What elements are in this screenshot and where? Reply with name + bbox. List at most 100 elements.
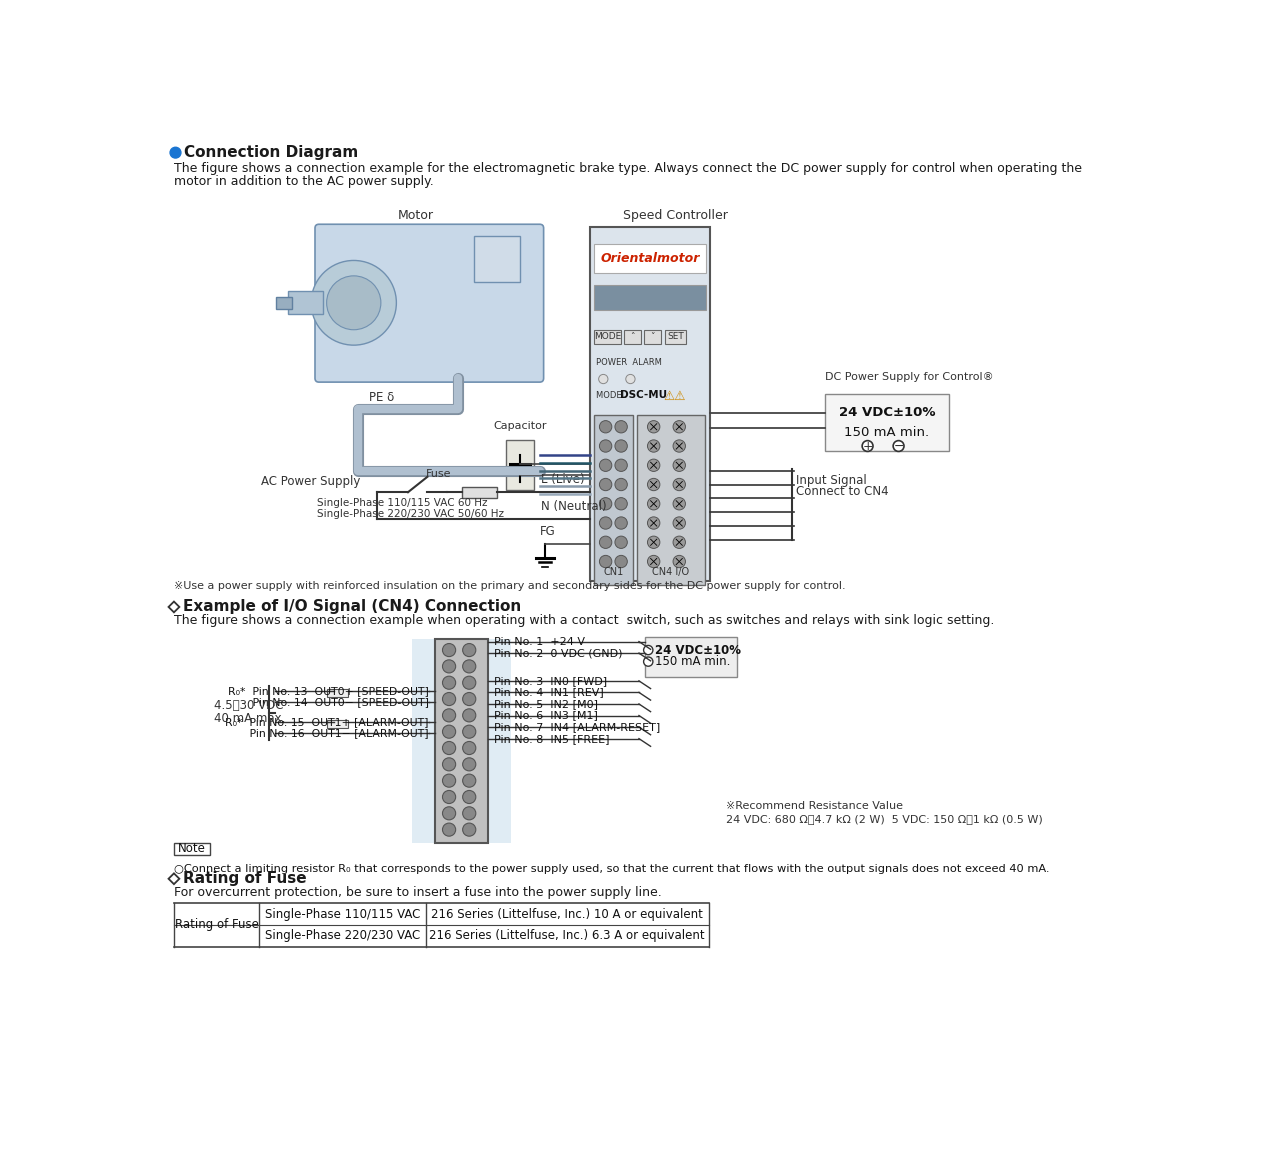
Text: +: +	[863, 440, 873, 452]
Text: Example of I/O Signal (CN4) Connection: Example of I/O Signal (CN4) Connection	[183, 599, 521, 614]
Circle shape	[626, 374, 635, 384]
Text: Single-Phase 110/115 VAC: Single-Phase 110/115 VAC	[265, 907, 420, 921]
Text: N (Neutral): N (Neutral)	[541, 500, 607, 513]
Text: PE δ: PE δ	[369, 392, 394, 405]
Circle shape	[443, 708, 456, 722]
Text: ˄: ˄	[631, 333, 635, 341]
Circle shape	[673, 478, 686, 491]
Text: DC Power Supply for Control®: DC Power Supply for Control®	[824, 372, 993, 381]
Text: Pin No. 16  OUT1− [ALARM-OUT]: Pin No. 16 OUT1− [ALARM-OUT]	[219, 728, 429, 739]
Text: Pin No. 8  IN5 [FREE]: Pin No. 8 IN5 [FREE]	[494, 734, 609, 743]
Circle shape	[462, 791, 476, 804]
Circle shape	[614, 536, 627, 549]
Text: 150 mA min.: 150 mA min.	[845, 426, 929, 438]
Text: Connect to CN4: Connect to CN4	[795, 485, 888, 498]
Text: Connection Diagram: Connection Diagram	[184, 145, 358, 160]
Circle shape	[462, 643, 476, 657]
Text: Pin No. 5  IN2 [M0]: Pin No. 5 IN2 [M0]	[494, 699, 598, 709]
Circle shape	[443, 823, 456, 836]
Circle shape	[614, 498, 627, 509]
Circle shape	[462, 708, 476, 722]
Text: R₀*  Pin No. 13  OUT0+ [SPEED-OUT]: R₀* Pin No. 13 OUT0+ [SPEED-OUT]	[228, 686, 429, 695]
Text: Single-Phase 110/115 VAC 60 Hz: Single-Phase 110/115 VAC 60 Hz	[317, 498, 488, 508]
Bar	[462, 487, 497, 498]
Text: ˅: ˅	[650, 333, 655, 341]
Text: For overcurrent protection, be sure to insert a fuse into the power supply line.: For overcurrent protection, be sure to i…	[174, 886, 662, 899]
Text: CN1: CN1	[603, 566, 623, 577]
Text: 24 VDC: 680 Ω～4.7 kΩ (2 W)  5 VDC: 150 Ω～1 kΩ (0.5 W): 24 VDC: 680 Ω～4.7 kΩ (2 W) 5 VDC: 150 Ω～…	[726, 814, 1042, 823]
Bar	[824, 393, 948, 451]
Circle shape	[599, 421, 612, 433]
Text: Note: Note	[178, 842, 206, 855]
Text: ⚠⚠: ⚠⚠	[664, 390, 686, 402]
Circle shape	[644, 645, 653, 655]
Circle shape	[443, 676, 456, 690]
Text: 40 mA max.: 40 mA max.	[214, 712, 285, 725]
Circle shape	[648, 459, 660, 471]
Text: The figure shows a connection example when operating with a contact  switch, suc: The figure shows a connection example wh…	[174, 614, 995, 627]
Circle shape	[614, 440, 627, 452]
Text: Rating of Fuse: Rating of Fuse	[174, 919, 259, 932]
Text: Orientalmotor: Orientalmotor	[600, 252, 700, 265]
Text: Pin No. 3  IN0 [FWD]: Pin No. 3 IN0 [FWD]	[494, 676, 607, 686]
Bar	[594, 330, 621, 343]
Circle shape	[462, 726, 476, 739]
Circle shape	[311, 261, 397, 345]
Text: Fuse: Fuse	[426, 469, 452, 479]
Text: Pin No. 6  IN3 [M1]: Pin No. 6 IN3 [M1]	[494, 711, 598, 721]
Text: ※Use a power supply with reinforced insulation on the primary and secondary side: ※Use a power supply with reinforced insu…	[174, 582, 846, 591]
Text: −: −	[893, 440, 904, 452]
Text: MODE: MODE	[594, 333, 621, 341]
Circle shape	[462, 692, 476, 706]
Circle shape	[443, 659, 456, 673]
Text: Single-Phase 220/230 VAC: Single-Phase 220/230 VAC	[265, 929, 420, 942]
Text: Pin No. 1  +24 V: Pin No. 1 +24 V	[494, 636, 585, 647]
Text: 150 mA min.: 150 mA min.	[655, 655, 731, 668]
Circle shape	[599, 498, 612, 509]
Circle shape	[443, 643, 456, 657]
Bar	[645, 637, 736, 677]
Text: Single-Phase 220/230 VAC 50/60 Hz: Single-Phase 220/230 VAC 50/60 Hz	[317, 509, 504, 519]
Text: 216 Series (Littelfuse, Inc.) 10 A or equivalent: 216 Series (Littelfuse, Inc.) 10 A or eq…	[431, 907, 703, 921]
Circle shape	[614, 478, 627, 491]
Text: The figure shows a connection example for the electromagnetic brake type. Always: The figure shows a connection example fo…	[174, 162, 1082, 174]
Circle shape	[644, 657, 653, 666]
Circle shape	[673, 516, 686, 529]
Circle shape	[462, 659, 476, 673]
Text: Pin No. 7  IN4 [ALARM-RESET]: Pin No. 7 IN4 [ALARM-RESET]	[494, 722, 660, 732]
Circle shape	[170, 148, 180, 158]
Circle shape	[599, 516, 612, 529]
Circle shape	[462, 823, 476, 836]
Text: MODEL: MODEL	[596, 391, 630, 400]
Circle shape	[326, 276, 381, 330]
Circle shape	[673, 440, 686, 452]
Bar	[174, 842, 210, 855]
Circle shape	[648, 498, 660, 509]
Text: Pin No. 2  0 VDC (GND): Pin No. 2 0 VDC (GND)	[494, 648, 622, 658]
Circle shape	[599, 374, 608, 384]
Text: Pin No. 14  OUT0− [SPEED-OUT]: Pin No. 14 OUT0− [SPEED-OUT]	[221, 698, 429, 707]
Circle shape	[462, 807, 476, 820]
Circle shape	[462, 758, 476, 771]
Circle shape	[462, 742, 476, 755]
Bar	[507, 440, 534, 490]
Bar	[625, 330, 641, 343]
FancyBboxPatch shape	[315, 224, 544, 383]
Text: Capacitor: Capacitor	[494, 421, 547, 431]
Circle shape	[648, 536, 660, 549]
Bar	[594, 285, 707, 309]
Circle shape	[614, 516, 627, 529]
Text: DSC-MU: DSC-MU	[620, 390, 667, 400]
Bar	[326, 690, 348, 697]
Text: CN4 I/O: CN4 I/O	[653, 566, 690, 577]
Bar	[636, 415, 705, 585]
Text: ※Recommend Resistance Value: ※Recommend Resistance Value	[726, 801, 902, 812]
Bar	[412, 638, 511, 842]
Circle shape	[443, 742, 456, 755]
Circle shape	[648, 556, 660, 568]
Text: FG: FG	[540, 525, 556, 537]
Circle shape	[648, 516, 660, 529]
Text: R₀*  Pin No. 15  OUT1+ [ALARM-OUT]: R₀* Pin No. 15 OUT1+ [ALARM-OUT]	[225, 716, 429, 727]
Bar	[276, 297, 292, 309]
Circle shape	[614, 459, 627, 471]
